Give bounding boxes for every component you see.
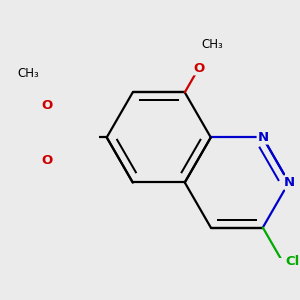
Text: N: N <box>257 131 268 144</box>
Text: N: N <box>283 176 294 189</box>
Text: CH₃: CH₃ <box>18 67 40 80</box>
Text: O: O <box>42 154 53 167</box>
Text: O: O <box>42 99 53 112</box>
Text: O: O <box>193 62 204 75</box>
Text: Cl: Cl <box>285 256 299 268</box>
Text: CH₃: CH₃ <box>202 38 224 51</box>
